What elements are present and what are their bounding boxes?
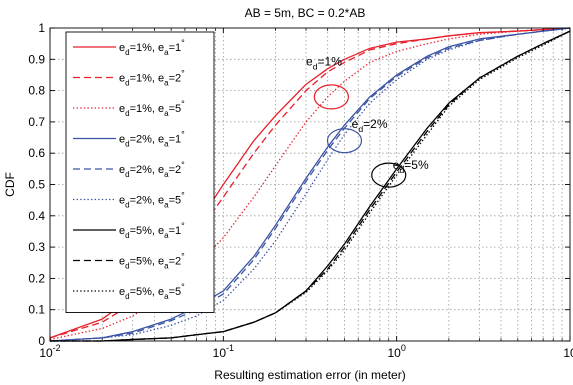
legend-box (65, 31, 215, 313)
y-axis-ticks: 0 0.1 0.2 0.3 0.4 0.5 0.6 0.7 0.8 0.9 1 (28, 21, 570, 348)
annotation-label-5pct: ed=5% (393, 158, 429, 175)
annotation-label-1pct: ed=1% (306, 55, 342, 72)
annotation-label-2pct: ed=2% (352, 117, 388, 134)
legend-item-label: ed=5%, ea=5° (119, 282, 185, 301)
legend-item-label: ed=5%, ea=2° (119, 252, 185, 271)
y-tick-label: 0.1 (28, 303, 45, 317)
annotation-ellipse-2pct (326, 128, 363, 154)
legend-item-label: ed=2%, ea=5° (119, 191, 185, 210)
x-tick-label: 10-2 (39, 343, 60, 360)
legend-item-label: ed=1%, ea=5° (119, 99, 185, 118)
annotation-ellipse-1pct (313, 84, 349, 110)
y-tick-label: 0.2 (28, 271, 45, 285)
legend-item-label: ed=5%, ea=1° (119, 221, 185, 240)
annotation-ellipse-5pct (371, 162, 407, 188)
legend-item-label: ed=1%, ea=2° (119, 69, 185, 88)
series-line-ed2-ea1 (49, 27, 571, 342)
y-tick-label: 0.3 (28, 240, 45, 254)
y-tick-label: 1 (38, 21, 45, 35)
y-tick-label: 0.8 (28, 84, 45, 98)
x-tick-label: 10 (563, 346, 573, 360)
legend: ed=1%, ea=1° ed=1%, ea=2° ed=1%, ea=5° ed=2… (65, 31, 215, 313)
series-line-ed2-ea5 (49, 27, 571, 342)
y-tick-label: 0.5 (28, 178, 45, 192)
series-line-ed5-ea2 (50, 30, 571, 342)
y-tick-label: 0 (38, 334, 45, 348)
series-line-ed1-ea5 (49, 27, 571, 341)
y-tick-label: 0.7 (28, 115, 45, 129)
y-tick-label: 0.6 (28, 146, 45, 160)
plot-frame (49, 27, 571, 342)
legend-item-label: ed=1%, ea=1° (119, 38, 185, 57)
y-axis-label: CDF (3, 172, 17, 197)
legend-item-label: ed=2%, ea=2° (119, 160, 185, 179)
y-tick-label: 0.4 (28, 209, 45, 223)
x-tick-label: 100 (387, 343, 405, 360)
x-tick-label: 10-1 (213, 343, 234, 360)
x-axis-ticks: 10-2 10-1 100 10 (39, 28, 573, 360)
legend-item-label: ed=2%, ea=1° (119, 130, 185, 149)
y-tick-label: 0.9 (28, 52, 45, 66)
chart-title: AB = 5m, BC = 0.2*AB (245, 6, 366, 20)
annotations: ed=1% ed=2% ed=5% (306, 55, 429, 188)
x-axis-label: Resulting estimation error (in meter) (214, 368, 405, 382)
